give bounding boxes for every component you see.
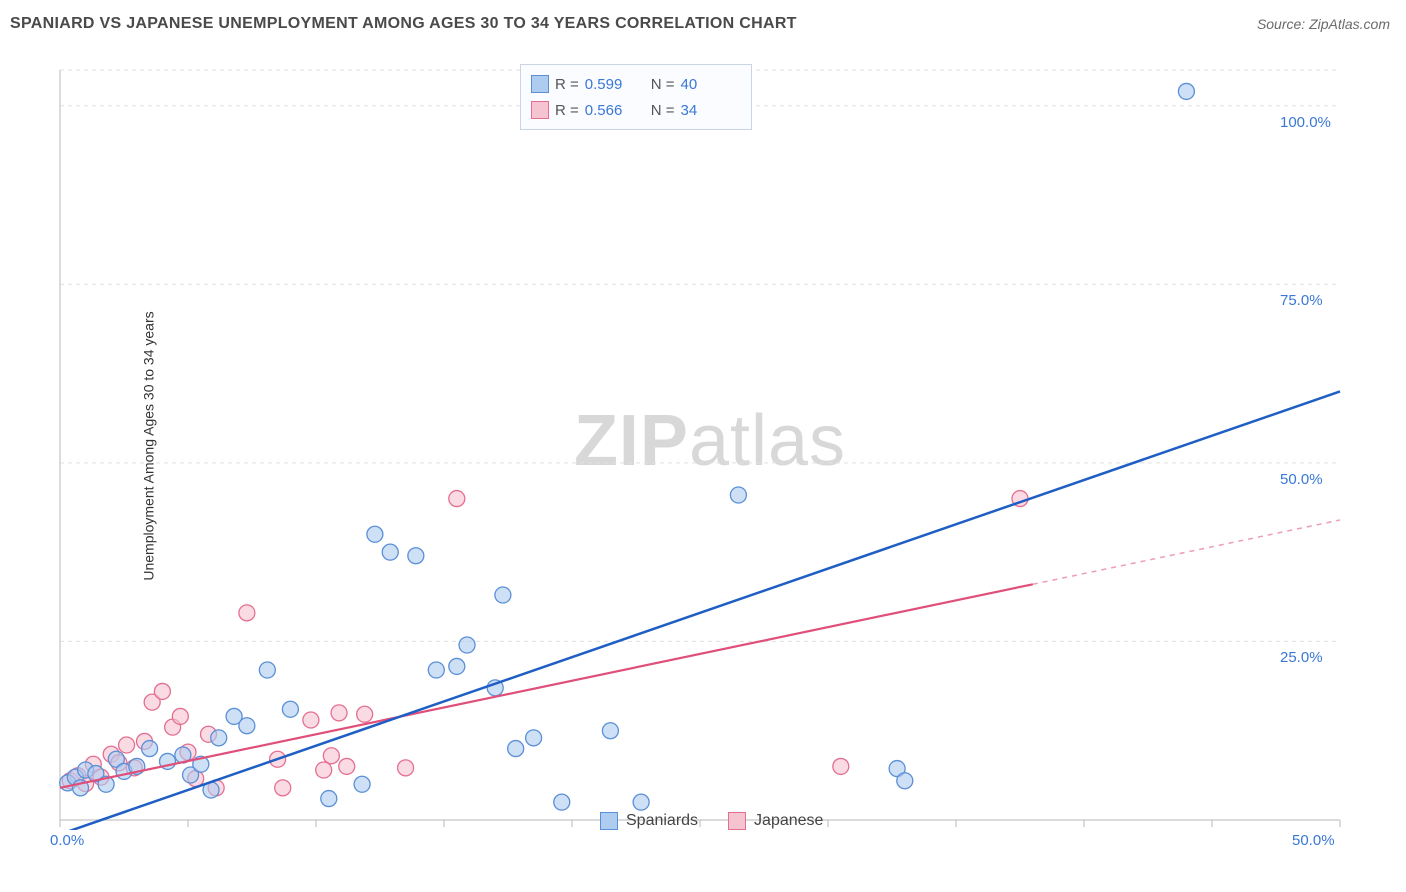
swatch-japanese	[728, 812, 746, 830]
chart-source: Source: ZipAtlas.com	[1257, 16, 1390, 32]
axis-tick-label: 50.0%	[1292, 832, 1335, 849]
n-label: N =	[651, 102, 675, 119]
legend-item-spaniards: Spaniards	[600, 812, 698, 830]
axis-tick-label: 50.0%	[1280, 471, 1323, 488]
axis-tick-label: 100.0%	[1280, 114, 1331, 131]
legend-label-spaniards: Spaniards	[626, 812, 698, 830]
r-value-spaniards: 0.599	[585, 76, 635, 93]
series-legend: Spaniards Japanese	[600, 812, 823, 830]
chart-svg	[50, 60, 1370, 830]
legend-item-japanese: Japanese	[728, 812, 823, 830]
correlation-legend: R = 0.599 N = 40 R = 0.566 N = 34	[520, 64, 752, 130]
swatch-japanese	[531, 101, 549, 119]
chart-title: SPANIARD VS JAPANESE UNEMPLOYMENT AMONG …	[10, 15, 797, 33]
legend-label-japanese: Japanese	[754, 812, 823, 830]
corr-row-spaniards: R = 0.599 N = 40	[531, 71, 741, 97]
r-label: R =	[555, 102, 579, 119]
axis-tick-label: 25.0%	[1280, 649, 1323, 666]
r-value-japanese: 0.566	[585, 102, 635, 119]
swatch-spaniards	[600, 812, 618, 830]
swatch-spaniards	[531, 75, 549, 93]
r-label: R =	[555, 76, 579, 93]
n-value-japanese: 34	[681, 102, 731, 119]
corr-row-japanese: R = 0.566 N = 34	[531, 97, 741, 123]
n-label: N =	[651, 76, 675, 93]
chart-header: SPANIARD VS JAPANESE UNEMPLOYMENT AMONG …	[0, 0, 1406, 48]
plot-area: ZIPatlas R = 0.599 N = 40 R = 0.566 N = …	[50, 60, 1370, 830]
n-value-spaniards: 40	[681, 76, 731, 93]
axis-tick-label: 75.0%	[1280, 292, 1323, 309]
axis-tick-label: 0.0%	[50, 832, 84, 849]
